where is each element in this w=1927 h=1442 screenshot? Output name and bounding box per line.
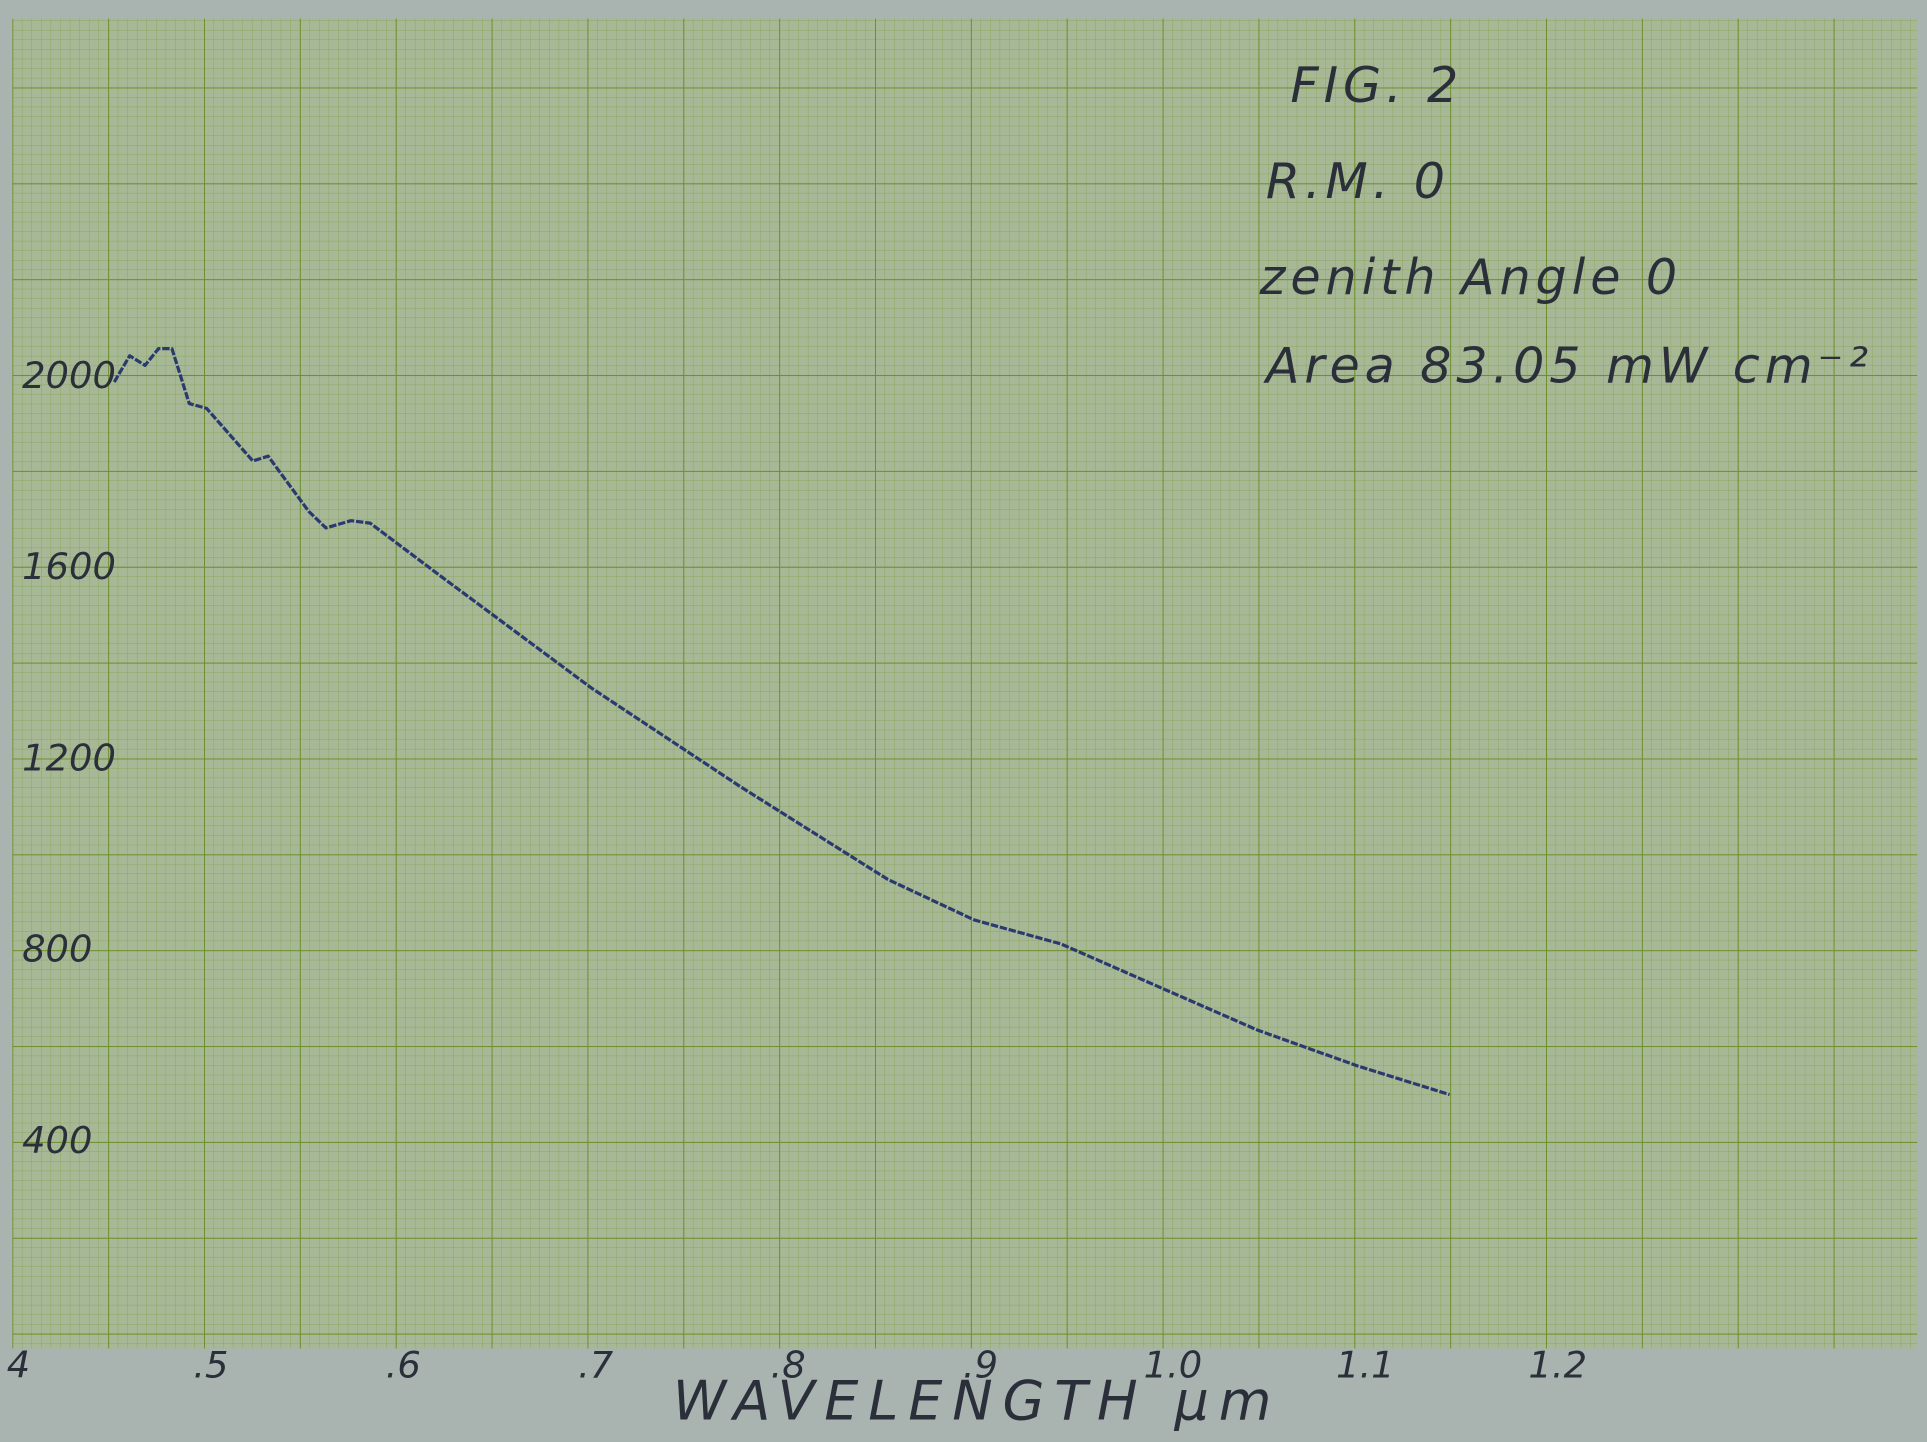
y-tick-label: 800 (22, 928, 92, 971)
annotation: zenith Angle 0 (1259, 248, 1682, 306)
annotation: R.M. 0 (1266, 152, 1450, 210)
annotation: Area 83.05 mW cm⁻² (1263, 336, 1873, 394)
y-tick-label: 400 (22, 1119, 92, 1162)
x-tick-label: 1.1 (1336, 1343, 1395, 1386)
x-tick-label: .7 (578, 1343, 614, 1386)
x-tick-label: .9 (963, 1343, 998, 1386)
x-tick-label: .8 (770, 1343, 805, 1386)
x-tick-label: .6 (386, 1343, 421, 1386)
x-axis-title: WAVELENGTH μm (673, 1370, 1282, 1433)
x-tick-label: 1.0 (1144, 1343, 1203, 1386)
y-tick-label: 1200 (22, 736, 116, 779)
y-tick-label: 1600 (22, 545, 116, 588)
x-tick-label: 1.2 (1528, 1343, 1587, 1386)
annotation: FIG. 2 (1290, 56, 1463, 114)
major-grid (12, 18, 1918, 1349)
data-line (112, 347, 1451, 1097)
x-tick-label: 4 (7, 1343, 30, 1386)
x-tick-label: .5 (193, 1343, 228, 1386)
y-tick-label: 2000 (22, 354, 116, 397)
